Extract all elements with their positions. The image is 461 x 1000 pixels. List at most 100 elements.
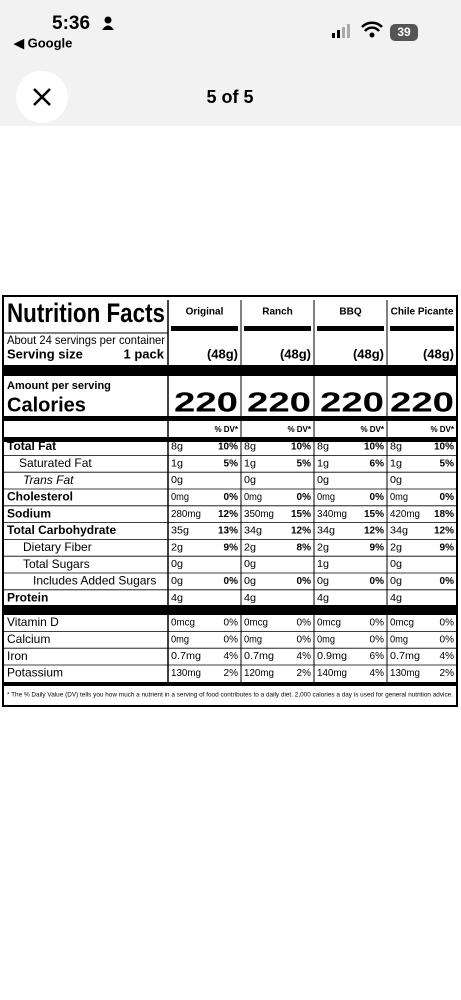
- nutrient-name: Potassium: [7, 666, 63, 680]
- amount: 0mcg: [171, 618, 195, 629]
- amount: 340mg: [317, 509, 347, 520]
- nutrient-name: Sodium: [7, 506, 51, 520]
- daily-value: 15%: [364, 509, 384, 520]
- amount: 0mg: [317, 634, 335, 645]
- amount: 0mg: [171, 492, 189, 503]
- amount: 0.7mg: [171, 651, 201, 662]
- daily-value: 0%: [440, 618, 455, 629]
- amount: 0g: [171, 576, 183, 587]
- dv-header: % DV*: [214, 425, 238, 434]
- back-link[interactable]: ◀ Google: [13, 35, 72, 50]
- top-bar: [0, 0, 461, 126]
- daily-value: 5%: [297, 458, 312, 469]
- nutrient-name: Total Sugars: [23, 557, 90, 571]
- nutrient-name: Iron: [7, 649, 28, 663]
- serving-size-label: Serving size: [7, 346, 83, 361]
- amount: 0.7mg: [244, 651, 274, 662]
- rule: [3, 682, 457, 686]
- daily-value: 0%: [297, 492, 312, 503]
- nutrient-name: Protein: [7, 590, 48, 604]
- amount: 4g: [244, 593, 256, 604]
- nutrient-name: Dietary Fiber: [23, 540, 92, 554]
- amount: 0.9mg: [317, 651, 347, 662]
- calories-value: 220: [390, 386, 454, 417]
- daily-value: 0%: [440, 576, 455, 587]
- amount: 2g: [244, 542, 256, 553]
- amount: 8g: [171, 442, 183, 453]
- calories-label: Calories: [7, 394, 86, 416]
- nutrition-label: Nutrition Facts About 24 servings per con…: [2, 295, 458, 707]
- daily-value: 2%: [297, 668, 312, 679]
- amount: 0mg: [244, 634, 262, 645]
- daily-value: 18%: [434, 509, 454, 520]
- nutrient-name: Calcium: [7, 632, 50, 646]
- amount: 0g: [171, 475, 183, 486]
- daily-value: 15%: [291, 509, 311, 520]
- dv-header: % DV*: [287, 425, 311, 434]
- amount: 0mg: [390, 492, 408, 503]
- daily-value: 12%: [364, 526, 384, 537]
- person-icon: [104, 16, 112, 24]
- serving-size-value: 1 pack: [124, 346, 165, 361]
- daily-value: 4%: [440, 651, 455, 662]
- daily-value: 13%: [218, 526, 238, 537]
- amount: 8g: [390, 442, 402, 453]
- amount: 2g: [390, 542, 402, 553]
- calories-value: 220: [247, 386, 311, 417]
- daily-value: 0%: [297, 634, 312, 645]
- amount: 1g: [317, 458, 329, 469]
- dv-header: % DV*: [430, 425, 454, 434]
- serving-grams: (48g): [207, 346, 238, 361]
- daily-value: 12%: [291, 526, 311, 537]
- rule: [244, 326, 311, 331]
- amount: 0g: [390, 576, 402, 587]
- amount: 0mcg: [390, 618, 414, 629]
- rule: [3, 365, 457, 376]
- amount: 0.7mg: [390, 651, 420, 662]
- daily-value: 12%: [218, 509, 238, 520]
- footnote: * The % Daily Value (DV) tells you how m…: [7, 693, 453, 699]
- daily-value: 5%: [440, 458, 455, 469]
- daily-value: 0%: [297, 576, 312, 587]
- amount: 0mcg: [244, 618, 268, 629]
- amount: 140mg: [317, 668, 347, 679]
- label-frame: [2, 295, 458, 707]
- daily-value: 9%: [224, 542, 239, 553]
- daily-value: 0%: [224, 634, 239, 645]
- label-title: Nutrition Facts: [7, 298, 165, 328]
- daily-value: 0%: [224, 618, 239, 629]
- amount: 0mg: [390, 634, 408, 645]
- amount: 0g: [244, 576, 256, 587]
- daily-value: 0%: [224, 576, 239, 587]
- daily-value: 5%: [224, 458, 239, 469]
- amount: 0mg: [171, 634, 189, 645]
- amount: 420mg: [390, 509, 420, 520]
- amount: 8g: [317, 442, 329, 453]
- nutrient-name: Vitamin D: [7, 615, 59, 629]
- servings: About 24 servings per container: [7, 333, 165, 347]
- battery: [390, 24, 418, 41]
- amount: 0mcg: [317, 618, 341, 629]
- amount: 130mg: [390, 668, 420, 679]
- amount: 130mg: [171, 668, 201, 679]
- daily-value: 9%: [370, 542, 385, 553]
- amount: 0mg: [317, 492, 335, 503]
- amount: 8g: [244, 442, 256, 453]
- nutrient-name: Total Fat: [7, 439, 56, 453]
- daily-value: 0%: [370, 576, 385, 587]
- daily-value: 0%: [224, 492, 239, 503]
- amount: 1g: [171, 458, 183, 469]
- rule: [390, 326, 454, 331]
- daily-value: 10%: [218, 442, 238, 453]
- amount: 4g: [317, 593, 329, 604]
- daily-value: 10%: [291, 442, 311, 453]
- person-icon: [102, 25, 114, 30]
- amount: 0g: [390, 475, 402, 486]
- amount: 0g: [244, 475, 256, 486]
- wifi: [369, 32, 375, 38]
- close-icon: [33, 88, 51, 106]
- nutrient-name: Cholesterol: [7, 490, 73, 504]
- daily-value: 4%: [224, 651, 239, 662]
- amount: 1g: [317, 559, 329, 570]
